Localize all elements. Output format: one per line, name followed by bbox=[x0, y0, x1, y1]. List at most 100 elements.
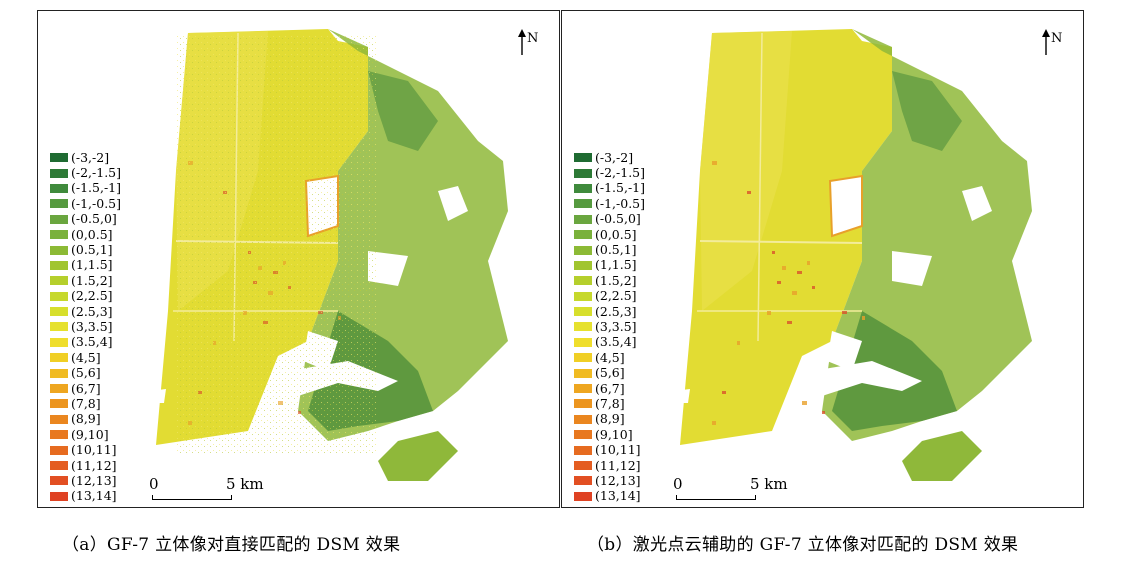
legend-label: (9,10] bbox=[595, 426, 633, 442]
raster-texture bbox=[176, 33, 376, 453]
legend-swatch bbox=[50, 353, 68, 363]
scale-zero-label: 0 bbox=[149, 475, 159, 493]
north-arrow-icon bbox=[1042, 29, 1050, 55]
legend-label: (-1,-0.5] bbox=[71, 195, 122, 211]
high-elevation-spot bbox=[812, 286, 815, 289]
raster-coast-green bbox=[892, 71, 962, 151]
legend-item: (6,7] bbox=[574, 381, 694, 396]
dsm-map-b bbox=[674, 29, 1032, 481]
river-channel bbox=[812, 361, 922, 396]
legend-a: (-3,-2] (-2,-1.5] (-1.5,-1] (-1,-0.5] (-0.5,… bbox=[50, 150, 170, 504]
legend-label: (2,2.5] bbox=[595, 288, 637, 304]
high-elevation-spot bbox=[787, 321, 792, 324]
legend-label: (7,8] bbox=[71, 395, 101, 411]
legend-item: (0,0.5] bbox=[574, 227, 694, 242]
legend-item: (9,10] bbox=[574, 427, 694, 442]
north-label: N bbox=[1051, 31, 1063, 46]
legend-swatch bbox=[50, 337, 68, 347]
legend-label: (-1.5,-1] bbox=[71, 180, 122, 196]
legend-swatch bbox=[574, 445, 592, 455]
legend-label: (4,5] bbox=[71, 349, 101, 365]
nodata-reservoir bbox=[828, 174, 863, 238]
legend-item: (2,2.5] bbox=[574, 289, 694, 304]
legend-item: (13,14] bbox=[574, 489, 694, 504]
legend-swatch bbox=[574, 461, 592, 470]
legend-item: (2,2.5] bbox=[50, 289, 170, 304]
legend-item: (9,10] bbox=[50, 427, 170, 442]
high-elevation-spot bbox=[842, 311, 847, 314]
legend-swatch bbox=[574, 260, 592, 270]
legend-item: (3,3.5] bbox=[574, 319, 694, 334]
caption-b: （b）激光点云辅助的 GF-7 立体像对匹配的 DSM 效果 bbox=[587, 535, 1019, 555]
scale-bar-a: 0 5 km bbox=[149, 473, 280, 507]
legend-label: (3,3.5] bbox=[71, 318, 113, 334]
legend-item: (-1,-0.5] bbox=[574, 196, 694, 211]
legend-item: (11,12] bbox=[50, 458, 170, 473]
high-elevation-spot bbox=[712, 421, 716, 425]
high-elevation-spot bbox=[777, 281, 781, 284]
legend-item: (4,5] bbox=[50, 350, 170, 365]
road-line bbox=[757, 32, 763, 342]
legend-swatch bbox=[50, 230, 68, 240]
legend-swatch bbox=[50, 214, 68, 224]
legend-swatch bbox=[574, 276, 592, 286]
legend-swatch bbox=[50, 491, 68, 501]
legend-item: (-2,-1.5] bbox=[574, 165, 694, 180]
legend-item: (7,8] bbox=[50, 396, 170, 411]
high-elevation-spot bbox=[737, 341, 740, 345]
legend-label: (-2,-1.5] bbox=[595, 165, 646, 181]
legend-swatch bbox=[50, 399, 68, 409]
legend-label: (2.5,3] bbox=[71, 303, 113, 319]
legend-item: (7,8] bbox=[574, 396, 694, 411]
legend-item: (-0.5,0] bbox=[574, 212, 694, 227]
legend-item: (4,5] bbox=[574, 350, 694, 365]
raster-peninsula bbox=[902, 431, 982, 481]
map-panel-b: N (-3,-2] (-2,-1.5] (-1.5,-1] (-1,-0.5] (-0.… bbox=[561, 10, 1084, 508]
legend-item: (-3,-2] bbox=[574, 150, 694, 165]
legend-label: (-1.5,-1] bbox=[595, 180, 646, 196]
legend-item: (-0.5,0] bbox=[50, 212, 170, 227]
legend-label: (0.5,1] bbox=[595, 242, 637, 258]
legend-item: (3,3.5] bbox=[50, 319, 170, 334]
legend-item: (3.5,4] bbox=[574, 335, 694, 350]
legend-label: (5,6] bbox=[71, 365, 101, 381]
legend-label: (12,13] bbox=[71, 472, 117, 488]
legend-item: (1,1.5] bbox=[574, 258, 694, 273]
legend-swatch bbox=[50, 168, 68, 178]
legend-item: (-1,-0.5] bbox=[50, 196, 170, 211]
legend-swatch bbox=[50, 276, 68, 286]
legend-item: (12,13] bbox=[50, 473, 170, 488]
north-arrow-icon bbox=[518, 29, 526, 55]
legend-swatch bbox=[574, 414, 592, 424]
legend-item: (1.5,2] bbox=[574, 273, 694, 288]
legend-item: (10,11] bbox=[50, 442, 170, 457]
caption-a: （a）GF-7 立体像对直接匹配的 DSM 效果 bbox=[62, 535, 401, 555]
legend-item: (8,9] bbox=[574, 412, 694, 427]
legend-label: (13,14] bbox=[595, 488, 641, 504]
legend-label: (1,1.5] bbox=[595, 257, 637, 273]
legend-swatch bbox=[574, 183, 592, 193]
legend-label: (11,12] bbox=[71, 457, 117, 473]
high-elevation-spot bbox=[862, 316, 865, 320]
legend-swatch bbox=[574, 322, 592, 332]
legend-swatch bbox=[50, 322, 68, 332]
legend-item: (0.5,1] bbox=[50, 242, 170, 257]
legend-item: (5,6] bbox=[574, 365, 694, 380]
legend-item: (5,6] bbox=[50, 365, 170, 380]
map-panel-a: N (-3,-2] (-2,-1.5] (-1.5,-1] (-1,-0.5] (-0.… bbox=[37, 10, 560, 508]
legend-item: (10,11] bbox=[574, 442, 694, 457]
legend-item: (6,7] bbox=[50, 381, 170, 396]
high-elevation-spot bbox=[767, 311, 771, 315]
legend-label: (1.5,2] bbox=[71, 272, 113, 288]
legend-label: (-0.5,0] bbox=[595, 211, 641, 227]
legend-b: (-3,-2] (-2,-1.5] (-1.5,-1] (-1,-0.5] (-0.5,… bbox=[574, 150, 694, 504]
high-elevation-spot bbox=[807, 261, 810, 265]
legend-item: (2.5,3] bbox=[50, 304, 170, 319]
legend-item: (0,0.5] bbox=[50, 227, 170, 242]
legend-swatch bbox=[50, 199, 68, 209]
legend-label: (0,0.5] bbox=[71, 226, 113, 242]
legend-label: (8,9] bbox=[71, 411, 101, 427]
legend-label: (10,11] bbox=[595, 442, 641, 458]
high-elevation-spot bbox=[747, 191, 751, 194]
legend-swatch bbox=[50, 445, 68, 455]
